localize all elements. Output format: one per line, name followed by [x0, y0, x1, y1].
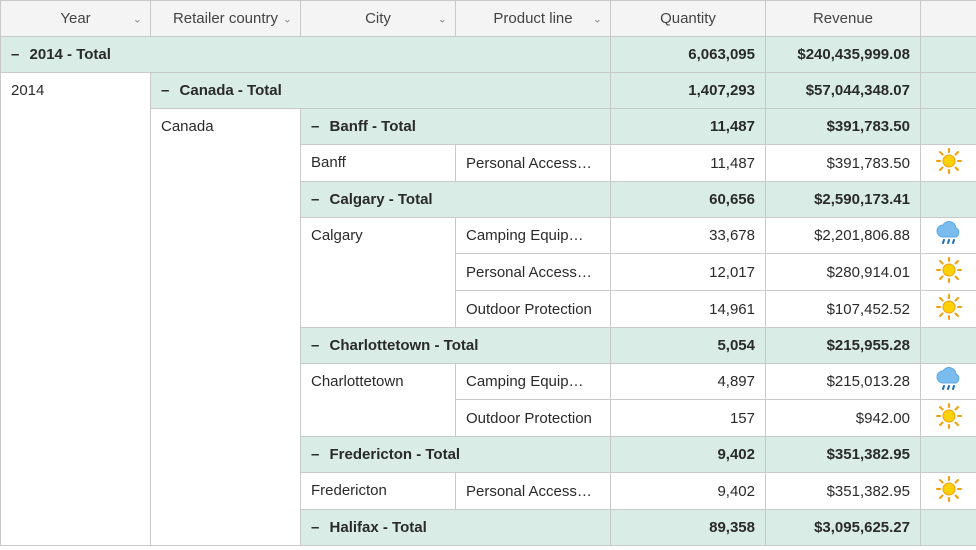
collapse-icon[interactable]: –	[311, 337, 319, 354]
country-cell: Canada	[151, 109, 301, 546]
indicator-cell	[921, 400, 976, 437]
qty-cell: 11,487	[611, 145, 766, 182]
rev-cell: $107,452.52	[766, 291, 921, 328]
collapse-icon[interactable]: –	[311, 118, 319, 135]
city-total-rev: $351,382.95	[766, 437, 921, 473]
qty-cell: 157	[611, 400, 766, 437]
col-revenue[interactable]: Revenue	[766, 1, 921, 37]
chevron-down-icon: ⌄	[283, 12, 292, 25]
year-total-row[interactable]: – 2014 - Total 6,063,095$240,435,999.08	[1, 37, 976, 73]
collapse-icon[interactable]: –	[311, 446, 319, 463]
city-total-qty: 60,656	[611, 182, 766, 218]
collapse-icon[interactable]: –	[311, 191, 319, 208]
sun-icon	[935, 147, 963, 179]
col-year[interactable]: Year⌄	[1, 1, 151, 37]
city-total-rev: $3,095,625.27	[766, 510, 921, 546]
col-city[interactable]: City⌄	[301, 1, 456, 37]
product-cell: Personal Access…	[456, 145, 611, 182]
rev-cell: $2,201,806.88	[766, 218, 921, 254]
country-total-qty: 1,407,293	[611, 73, 766, 109]
rev-cell: $215,013.28	[766, 364, 921, 400]
city-total-label: Halifax - Total	[330, 519, 427, 536]
collapse-icon[interactable]: –	[161, 82, 169, 99]
rev-cell: $942.00	[766, 400, 921, 437]
indicator-cell	[921, 218, 976, 254]
qty-cell: 9,402	[611, 473, 766, 510]
header-row: Year⌄ Retailer country⌄ City⌄ Product li…	[1, 1, 976, 37]
city-cell: Fredericton	[301, 473, 456, 510]
city-total-label: Charlottetown - Total	[330, 337, 479, 354]
city-total-qty: 9,402	[611, 437, 766, 473]
chevron-down-icon: ⌄	[593, 12, 602, 25]
product-cell: Outdoor Protection	[456, 291, 611, 328]
year-total-rev: $240,435,999.08	[766, 37, 921, 73]
col-retailer-country[interactable]: Retailer country⌄	[151, 1, 301, 37]
qty-cell: 33,678	[611, 218, 766, 254]
chevron-down-icon: ⌄	[438, 12, 447, 25]
product-cell: Outdoor Protection	[456, 400, 611, 437]
indicator-cell	[921, 291, 976, 328]
indicator-cell	[921, 473, 976, 510]
year-total-qty: 6,063,095	[611, 37, 766, 73]
sun-icon	[935, 402, 963, 434]
qty-cell: 14,961	[611, 291, 766, 328]
collapse-icon[interactable]: –	[11, 46, 19, 63]
year-total-label: 2014 - Total	[30, 46, 111, 63]
product-cell: Camping Equip…	[456, 218, 611, 254]
city-total-label: Fredericton - Total	[330, 446, 461, 463]
city-cell: Charlottetown	[301, 364, 456, 437]
col-product-line[interactable]: Product line⌄	[456, 1, 611, 37]
city-total-qty: 89,358	[611, 510, 766, 546]
collapse-icon[interactable]: –	[311, 519, 319, 536]
pivot-table: Year⌄ Retailer country⌄ City⌄ Product li…	[0, 0, 976, 546]
sun-icon	[935, 293, 963, 325]
rain-icon	[935, 221, 963, 251]
year-cell: 2014	[1, 73, 151, 546]
product-cell: Camping Equip…	[456, 364, 611, 400]
city-total-qty: 11,487	[611, 109, 766, 145]
product-cell: Personal Access…	[456, 254, 611, 291]
rev-cell: $391,783.50	[766, 145, 921, 182]
city-cell: Banff	[301, 145, 456, 182]
rev-cell: $351,382.95	[766, 473, 921, 510]
indicator-cell	[921, 364, 976, 400]
sun-icon	[935, 475, 963, 507]
sun-icon	[935, 256, 963, 288]
country-total-row[interactable]: 2014– Canada - Total1,407,293$57,044,348…	[1, 73, 976, 109]
indicator-cell	[921, 145, 976, 182]
indicator-cell	[921, 254, 976, 291]
city-total-label: Banff - Total	[330, 118, 416, 135]
qty-cell: 12,017	[611, 254, 766, 291]
product-cell: Personal Access…	[456, 473, 611, 510]
qty-cell: 4,897	[611, 364, 766, 400]
country-total-label: Canada - Total	[180, 82, 282, 99]
city-total-rev: $2,590,173.41	[766, 182, 921, 218]
rev-cell: $280,914.01	[766, 254, 921, 291]
country-total-rev: $57,044,348.07	[766, 73, 921, 109]
col-indicator	[921, 1, 976, 37]
city-total-qty: 5,054	[611, 328, 766, 364]
city-total-rev: $215,955.28	[766, 328, 921, 364]
city-total-label: Calgary - Total	[330, 191, 433, 208]
rain-icon	[935, 367, 963, 397]
chevron-down-icon: ⌄	[133, 12, 142, 25]
col-quantity[interactable]: Quantity	[611, 1, 766, 37]
city-total-rev: $391,783.50	[766, 109, 921, 145]
city-cell: Calgary	[301, 218, 456, 328]
